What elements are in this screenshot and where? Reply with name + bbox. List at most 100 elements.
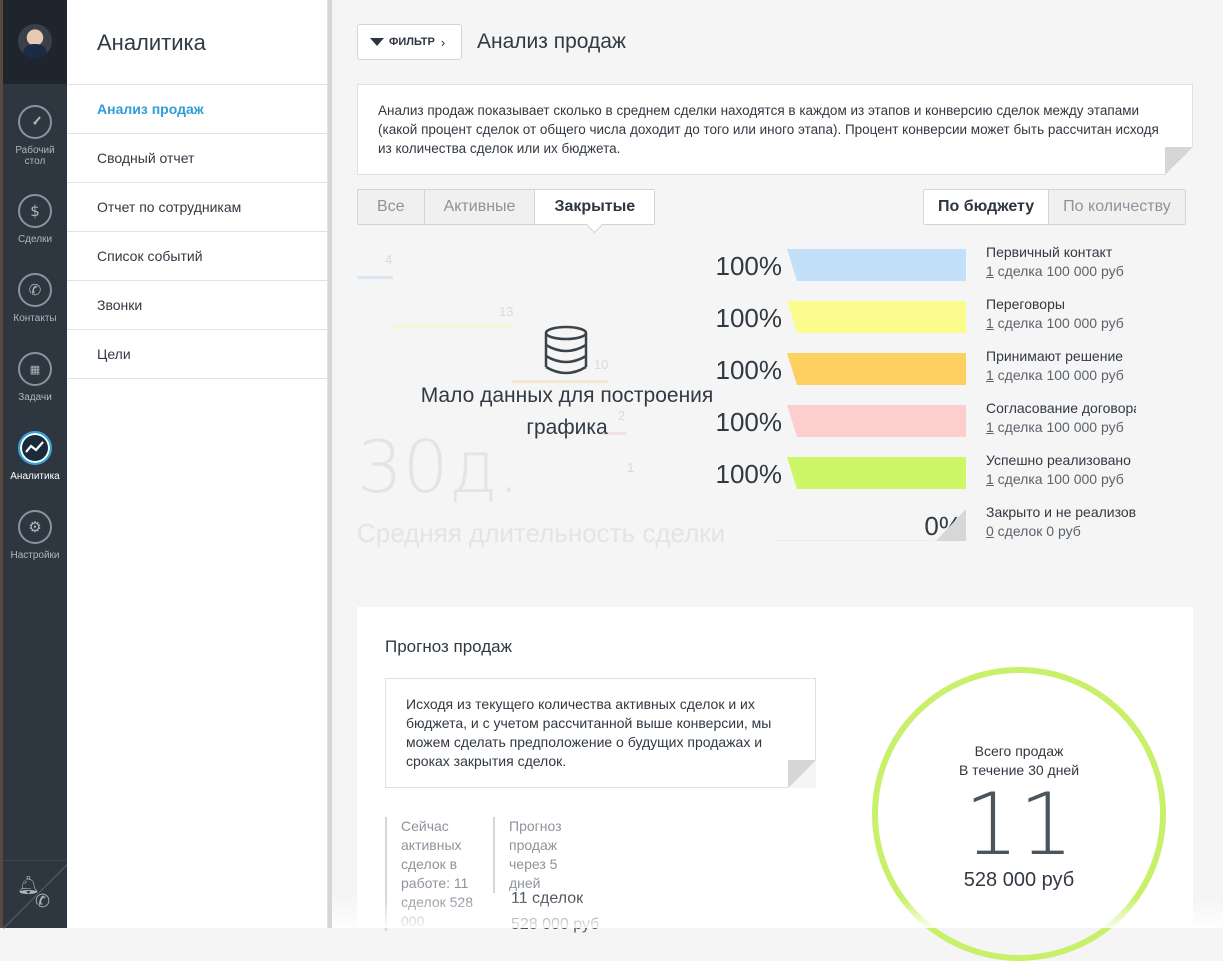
tab-by-count[interactable]: По количеству <box>1063 198 1171 215</box>
tab-all[interactable]: Все <box>358 190 425 224</box>
intro-note-text: Анализ продаж показывает сколько в средн… <box>378 103 1159 156</box>
bottom-fade <box>332 898 1223 928</box>
stage-percent: 100% <box>715 303 783 333</box>
stage-bar <box>787 249 966 281</box>
page-title: Анализ продаж <box>477 30 626 53</box>
page-fold-decoration <box>788 760 816 788</box>
ghost-bar <box>602 432 626 435</box>
main-content: ФИЛЬТР › Анализ продаж Анализ продаж пок… <box>332 0 1223 961</box>
ghost-bar <box>392 325 512 328</box>
forecast-title: Прогноз продаж <box>385 637 512 656</box>
stage-summary: 1 сделка 100 000 руб <box>986 315 1124 331</box>
stage-name: Согласование договора <box>986 400 1136 416</box>
forecast-note: Исходя из текущего количества активных с… <box>385 678 816 788</box>
stage-summary: 0 сделок 0 руб <box>986 523 1081 539</box>
sidebar-item-employee-report[interactable]: Отчет по сотрудникам <box>67 183 328 232</box>
stage-name: Принимают решение <box>986 348 1124 364</box>
bell-icon[interactable]: 🔔︎ <box>17 875 40 896</box>
tab-closed[interactable]: Закрытые <box>535 190 655 224</box>
notifications-panel: 🔔︎ ✆ <box>3 860 68 929</box>
stage-summary: 1 сделка 100 000 руб <box>986 419 1124 435</box>
stage-deal-count-link[interactable]: 1 <box>986 419 994 435</box>
sidebar-menu: Анализ продаж Сводный отчет Отчет по сот… <box>67 85 328 379</box>
rail-edge <box>0 0 3 928</box>
tab-active[interactable]: Активные <box>425 190 536 224</box>
stage-deal-summary: сделка 100 000 руб <box>993 263 1124 279</box>
phone-call-icon[interactable]: ✆ <box>35 891 51 912</box>
sidebar-item-sales-analysis[interactable]: Анализ продаж <box>67 85 328 134</box>
forecast-note-text: Исходя из текущего количества активных с… <box>406 696 772 769</box>
chevron-right-icon: › <box>440 34 446 50</box>
avatar[interactable] <box>18 24 52 58</box>
page-fold-decoration <box>1165 147 1193 175</box>
stage-deal-summary: сделка 100 000 руб <box>993 315 1124 331</box>
sidebar-item-goals[interactable]: Цели <box>67 330 328 379</box>
ghost-bar <box>357 276 393 279</box>
sidebar-item-calls[interactable]: Звонки <box>67 281 328 330</box>
stage-bar <box>787 405 966 437</box>
stage-bar <box>787 457 966 489</box>
status-tabs: Все Активные Закрытые <box>357 189 656 225</box>
intro-note: Анализ продаж показывает сколько в средн… <box>357 84 1193 175</box>
rail-item-label: Контакты <box>13 313 57 324</box>
rail-item-tasks[interactable]: ▦ Задачи <box>3 352 67 424</box>
dashboard-gauge-icon <box>18 105 52 139</box>
total-label: Всего продаж <box>974 743 1064 759</box>
analytics-sidebar: Аналитика Анализ продаж Сводный отчет От… <box>67 0 328 928</box>
forecast-period-label: Прогноз продаж через 5 дней <box>509 818 562 891</box>
sidebar-item-events-list[interactable]: Список событий <box>67 232 328 281</box>
stage-bar <box>787 353 966 385</box>
rail-item-label: Настройки <box>10 550 60 561</box>
rail-item-dashboard[interactable]: Рабочий стол <box>3 105 67 177</box>
stage-deal-summary: сделка 100 000 руб <box>993 471 1124 487</box>
ghost-number: 1 <box>627 460 635 475</box>
stage-summary: 1 сделка 100 000 руб <box>986 263 1124 279</box>
rail-item-deals[interactable]: $ Сделки <box>3 194 67 266</box>
avg-duration-value: 30д. <box>357 425 521 509</box>
stage-deal-count-link[interactable]: 0 <box>986 523 994 539</box>
stage-summary: 1 сделка 100 000 руб <box>986 367 1124 383</box>
ghost-number: 4 <box>385 252 393 267</box>
user-panel <box>3 0 67 84</box>
stage-deal-count-link[interactable]: 1 <box>986 367 994 383</box>
ghost-number: 13 <box>499 304 514 319</box>
stage-name: Успешно реализовано <box>986 452 1131 468</box>
stage-name: Закрыто и не реализовано <box>986 504 1136 520</box>
filter-button[interactable]: ФИЛЬТР › <box>357 24 462 60</box>
funnel-filter-icon <box>370 38 384 46</box>
settings-gear-icon: ⚙ <box>18 510 52 544</box>
rail-item-analytics[interactable]: Аналитика <box>3 431 67 503</box>
rail-item-label: Сделки <box>17 234 53 245</box>
filter-label: ФИЛЬТР <box>389 36 435 48</box>
rail-item-label: Задачи <box>18 392 52 403</box>
stage-percent: 100% <box>715 355 783 385</box>
main-nav-rail: Рабочий стол $ Сделки ✆ Контакты ▦ Задач… <box>0 0 68 929</box>
tab-by-budget[interactable]: По бюджету <box>924 190 1050 224</box>
total-sum: 528 000 руб <box>963 869 1075 891</box>
empty-data-message: Мало данных для построения графика <box>420 384 714 439</box>
stage-deal-count-link[interactable]: 1 <box>986 315 994 331</box>
stage-deal-summary: сделок 0 руб <box>993 523 1081 539</box>
ghost-bar <box>512 380 608 383</box>
scroll-gutter <box>328 0 332 928</box>
analytics-chart-icon <box>18 431 52 465</box>
total-period: В течение 30 дней <box>958 762 1080 778</box>
stage-name: Первичный контакт <box>986 244 1113 260</box>
stage-name: Переговоры <box>986 296 1065 312</box>
calendar-icon: ▦ <box>18 352 52 386</box>
stage-deal-count-link[interactable]: 1 <box>986 263 994 279</box>
dollar-icon: $ <box>18 194 52 228</box>
stage-bar <box>787 301 966 333</box>
stage-deal-summary: сделка 100 000 руб <box>993 367 1124 383</box>
rail-item-settings[interactable]: ⚙ Настройки <box>3 510 67 582</box>
sidebar-item-summary-report[interactable]: Сводный отчет <box>67 134 328 183</box>
stage-deal-count-link[interactable]: 1 <box>986 471 994 487</box>
background-chart: 4 13 10 2 1 30д. Средняя длительность сд… <box>332 240 752 560</box>
rail-item-contacts[interactable]: ✆ Контакты <box>3 273 67 345</box>
rail-item-label: Рабочий стол <box>15 145 55 167</box>
forecast-card: Прогноз продаж Исходя из текущего количе… <box>357 607 1193 961</box>
database-icon <box>544 325 588 375</box>
forecast-column: Прогноз продаж через 5 дней 11 сделок 52… <box>493 817 613 933</box>
divider <box>67 84 328 85</box>
avg-duration-label: Средняя длительность сделки <box>357 518 726 548</box>
